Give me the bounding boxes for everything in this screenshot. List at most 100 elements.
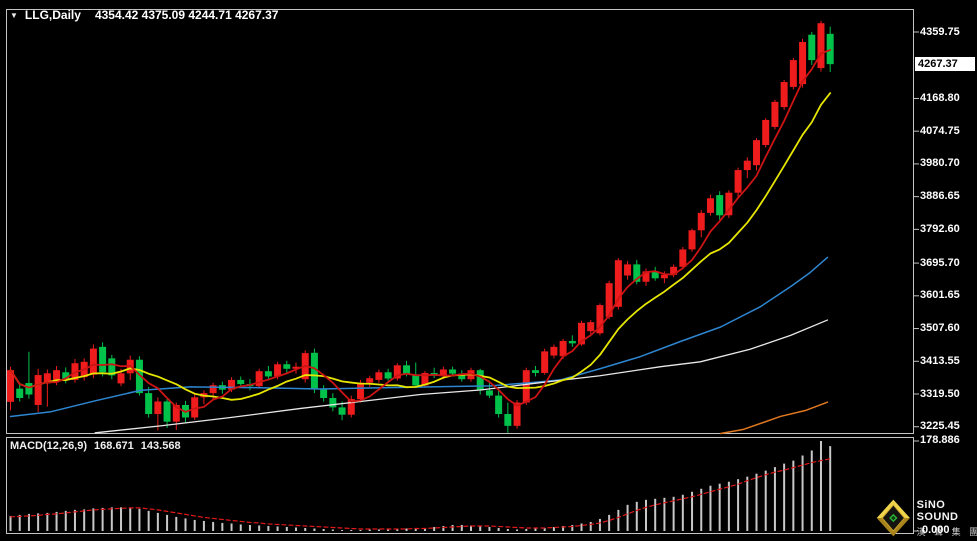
candle [393,365,401,379]
candle [633,264,641,282]
price-axis-label: 4074.75 [920,124,960,137]
candle [99,346,107,373]
candle [449,369,457,374]
candle [817,23,825,69]
candle [117,373,125,384]
candle [191,397,199,418]
collapse-triangle-icon[interactable]: ▼ [10,10,18,20]
candle [799,42,807,85]
candle [476,370,484,391]
candle [172,404,180,422]
price-axis-label: 3413.55 [920,354,960,367]
candle [228,379,236,390]
price-axis-label: 3601.65 [920,289,960,302]
candle [25,383,33,395]
candle [264,371,272,377]
candle [513,402,521,426]
candle [43,373,51,384]
candle [734,170,742,193]
candle [209,385,217,394]
candle [614,260,622,307]
candle [550,346,558,356]
macd-name: MACD(12,26,9) [10,440,88,452]
candle [504,414,512,426]
price-axis-label: 3319.50 [920,387,960,400]
price-axis-label: 3225.45 [920,420,960,433]
candle [670,266,678,275]
current-price-badge: 4267.37 [915,57,975,71]
candle [651,271,659,279]
price-axis-label: 4359.75 [920,25,960,38]
macd-main-value: 168.671 [94,440,134,452]
price-axis-label: 3695.70 [920,256,960,269]
candle [412,374,420,386]
candle [743,160,751,171]
candle [34,375,42,405]
candle [697,212,705,231]
symbol-period-label: LLG,Daily [24,8,81,22]
candle [329,398,337,408]
candle [531,370,539,373]
candle [688,230,696,250]
candle [89,348,97,375]
price-axis-label: 3980.70 [920,157,960,170]
diamond-logo-icon [876,499,910,537]
candle [154,401,162,415]
candle [559,340,567,357]
candle [706,198,714,213]
candle [384,372,392,379]
candle [458,373,466,380]
candle [283,364,291,369]
candle [642,271,650,282]
candle [624,264,632,276]
candle [587,322,595,332]
candle [780,82,788,108]
price-axis-label: 3886.65 [920,190,960,203]
candle [108,358,116,376]
candle [605,283,613,317]
candle [725,192,733,216]
candle [135,359,143,394]
candle [495,395,503,415]
broker-logo: SiNO SOUND 漢 聲 集 團 [874,496,977,540]
candle [53,370,61,382]
candle [789,60,797,87]
price-axis-label: 4168.80 [920,91,960,104]
candle [808,34,816,61]
candle [578,322,586,345]
ohlc-values: 4354.42 4375.09 4244.71 4267.37 [94,8,279,22]
logo-subtitle: 漢 聲 集 團 [916,526,977,537]
candle [375,372,383,380]
candle [716,195,724,216]
candle [421,372,429,386]
macd-axis-max-label: 178.886 [920,434,960,446]
candle [366,378,374,383]
candle [145,393,153,415]
price-axis-label: 3507.60 [920,322,960,335]
candle [541,351,549,373]
chart-title: ▼ LLG,Daily 4354.42 4375.09 4244.71 4267… [10,8,278,22]
candle [826,33,834,65]
candle [679,249,687,267]
candle [163,401,171,422]
candle [347,399,355,415]
candle [274,364,282,377]
price-axis-label: 3792.60 [920,222,960,235]
candle [16,388,24,399]
candle [771,101,779,127]
candle [568,340,576,344]
candle [320,388,328,399]
candle [62,372,70,380]
candle [485,390,493,396]
candle [310,352,318,389]
candle [403,365,411,375]
candle [522,370,530,403]
candle [255,371,263,387]
candle [753,140,761,166]
candle [439,369,447,376]
candle [660,274,668,279]
macd-axis-zero-label: 0.000 [922,524,950,536]
candle [762,119,770,146]
